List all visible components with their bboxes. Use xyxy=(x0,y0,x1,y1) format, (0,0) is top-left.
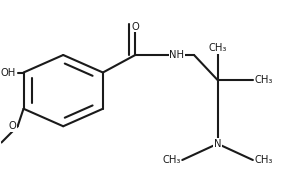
Text: O: O xyxy=(131,22,139,32)
Text: CH₃: CH₃ xyxy=(255,155,273,165)
Text: OH: OH xyxy=(1,68,16,78)
Text: O: O xyxy=(9,121,16,131)
Text: CH₃: CH₃ xyxy=(162,155,181,165)
Text: NH: NH xyxy=(169,50,184,60)
Text: CH₃: CH₃ xyxy=(255,75,273,85)
Text: N: N xyxy=(214,139,221,149)
Text: CH₃: CH₃ xyxy=(208,43,227,53)
